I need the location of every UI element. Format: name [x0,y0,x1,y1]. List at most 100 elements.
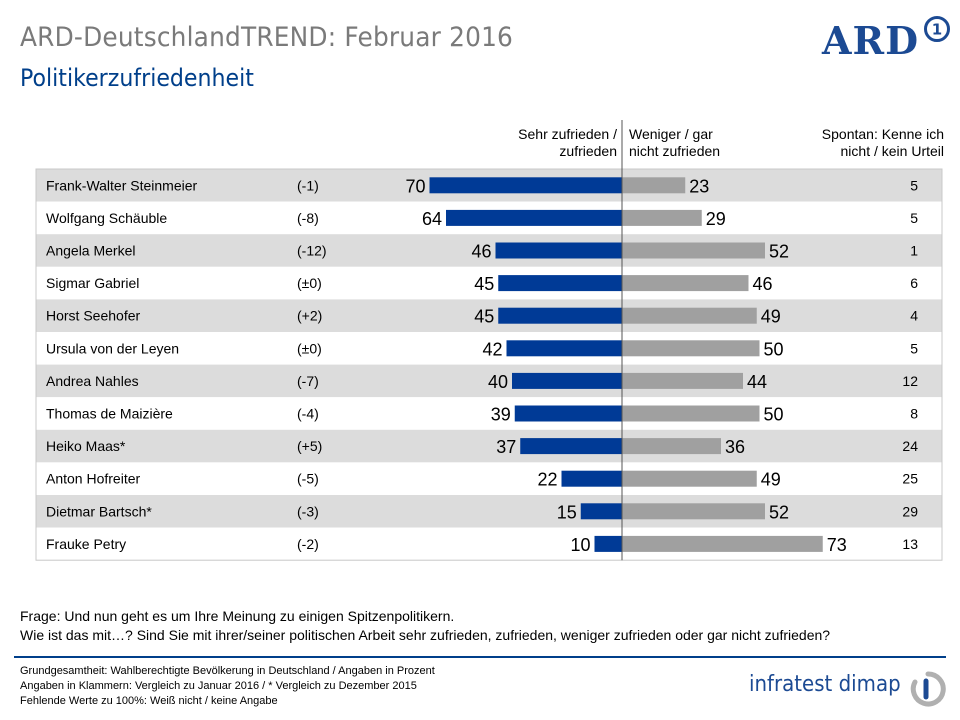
ard-one-glyph: 1 [932,21,942,39]
unknown-value-label: 5 [910,177,918,193]
unknown-value-label: 25 [902,471,918,487]
positive-bar [514,405,622,422]
positive-bar [594,535,622,552]
positive-bar [429,177,622,194]
positive-bar [498,307,622,324]
row-background [36,495,942,528]
unknown-value-label: 6 [910,275,918,291]
footnote-population: Grundgesamtheit: Wahlberechtigte Bevölke… [20,665,435,677]
positive-value-label: 64 [422,209,442,229]
politician-name: Anton Hofreiter [46,471,140,487]
politician-name: Thomas de Maizière [46,406,173,422]
unknown-value-label: 13 [902,536,918,552]
ard-logo-text: ARD [822,18,920,63]
change-label: (-3) [297,503,319,519]
politician-name: Heiko Maas* [46,438,126,454]
infratest-mark-icon [910,671,946,707]
negative-bar [622,535,823,552]
negative-value-label: 52 [769,242,789,262]
positive-bar [495,242,622,259]
unknown-value-label: 5 [910,210,918,226]
row-background [36,234,942,267]
unknown-value-label: 5 [910,340,918,356]
column-header-positive-line2: zufrieden [559,143,617,159]
positive-value-label: 10 [570,535,590,555]
politician-name: Sigmar Gabriel [46,275,139,291]
change-label: (±0) [297,340,322,356]
change-label: (-12) [297,243,327,259]
positive-bar [512,372,622,389]
negative-value-label: 49 [761,470,781,490]
change-label: (-7) [297,373,319,389]
infratest-dimap-logo: infratest dimap [749,670,954,710]
table-border [35,168,943,561]
politician-name: Ursula von der Leyen [46,340,179,356]
negative-value-label: 49 [761,307,781,327]
positive-bar [561,470,622,487]
unknown-value-label: 12 [902,373,918,389]
negative-bar [622,340,760,357]
unknown-value-label: 29 [902,503,918,519]
politician-name: Horst Seehofer [46,308,140,324]
negative-bar [622,438,721,455]
row-background [36,364,942,398]
positive-bar [446,209,622,226]
column-header-negative: Weniger / gar nicht zufrieden [629,126,769,160]
positive-value-label: 45 [474,274,494,294]
footnote-comparison: Angaben in Klammern: Vergleich zu Januar… [20,680,417,692]
politician-name: Angela Merkel [46,243,136,259]
question-line-1: Frage: Und nun geht es um Ihre Meinung z… [20,608,455,624]
positive-value-label: 45 [474,307,494,327]
negative-bar [622,242,765,259]
politician-name: Frank-Walter Steinmeier [46,177,198,193]
ard-one-icon: 1 [924,16,950,42]
change-label: (+2) [297,308,322,324]
negative-bar [622,405,760,422]
column-header-unknown-line2: nicht / kein Urteil [840,143,944,159]
row-background [36,462,942,495]
negative-bar [622,307,757,324]
row-background [36,397,942,430]
negative-value-label: 52 [769,502,789,522]
unknown-value-label: 24 [902,438,918,454]
row-background [36,332,942,365]
positive-bar [520,438,622,455]
positive-value-label: 22 [537,470,557,490]
change-label: (-2) [297,536,319,552]
positive-value-label: 39 [491,405,511,425]
negative-bar [622,177,686,194]
positive-value-label: 46 [471,242,491,262]
change-label: (+5) [297,438,322,454]
politician-name: Andrea Nahles [46,373,139,389]
unknown-value-label: 1 [910,243,918,259]
question-line-2: Wie ist das mit…? Sind Sie mit ihrer/sei… [20,627,831,643]
footer-divider [14,656,946,658]
positive-value-label: 70 [405,176,425,196]
negative-bar [622,275,749,292]
column-header-negative-line2: nicht zufrieden [629,143,721,159]
change-label: (-5) [297,471,319,487]
negative-value-label: 36 [725,437,745,457]
negative-value-label: 46 [753,274,773,294]
politician-name: Dietmar Bartsch* [46,503,152,519]
negative-value-label: 50 [764,405,784,425]
infratest-logo-text: infratest dimap [749,672,901,697]
column-header-negative-line1: Weniger / gar [629,126,713,142]
negative-bar [622,209,702,226]
negative-value-label: 23 [689,176,709,196]
column-header-unknown: Spontan: Kenne ich nicht / kein Urteil [770,126,944,160]
row-background [36,266,942,300]
positive-value-label: 42 [482,339,502,359]
politician-name: Wolfgang Schäuble [46,210,167,226]
row-background [36,299,942,332]
negative-value-label: 50 [764,339,784,359]
unknown-value-label: 8 [910,406,918,422]
negative-bar [622,503,765,520]
positive-value-label: 37 [496,437,516,457]
positive-bar [580,503,622,520]
change-label: (-4) [297,406,319,422]
negative-value-label: 44 [747,372,767,392]
ard-logo: ARD 1 [822,16,952,63]
negative-value-label: 29 [706,209,726,229]
page-title: ARD-DeutschlandTREND: Februar 2016 [20,22,514,53]
